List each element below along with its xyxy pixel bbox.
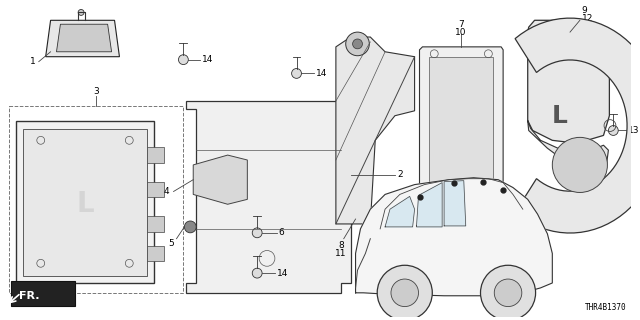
- Polygon shape: [45, 20, 120, 57]
- Circle shape: [292, 68, 301, 78]
- Polygon shape: [528, 121, 609, 172]
- Circle shape: [252, 268, 262, 278]
- Circle shape: [252, 228, 262, 238]
- Polygon shape: [16, 121, 154, 283]
- Circle shape: [353, 39, 362, 49]
- Circle shape: [481, 265, 536, 320]
- Text: 4: 4: [164, 187, 170, 196]
- Text: 11: 11: [335, 249, 346, 258]
- Circle shape: [184, 221, 196, 233]
- Polygon shape: [23, 129, 147, 276]
- Text: 14: 14: [316, 69, 328, 78]
- Text: 6: 6: [279, 228, 285, 237]
- Text: 9: 9: [582, 6, 588, 15]
- Text: 12: 12: [582, 14, 593, 23]
- Polygon shape: [515, 18, 640, 233]
- Polygon shape: [444, 181, 466, 226]
- Text: 2: 2: [397, 170, 403, 179]
- Polygon shape: [356, 178, 552, 296]
- Polygon shape: [147, 147, 164, 163]
- Text: 8: 8: [338, 241, 344, 250]
- Text: 7: 7: [458, 20, 464, 29]
- Polygon shape: [147, 182, 164, 197]
- Circle shape: [377, 265, 432, 320]
- Polygon shape: [193, 155, 247, 204]
- Circle shape: [494, 279, 522, 307]
- Circle shape: [391, 279, 419, 307]
- Text: FR.: FR.: [19, 291, 40, 301]
- Polygon shape: [429, 57, 493, 195]
- Polygon shape: [336, 37, 415, 224]
- Polygon shape: [12, 281, 75, 306]
- Polygon shape: [147, 245, 164, 261]
- Text: 3: 3: [93, 87, 99, 96]
- Polygon shape: [186, 101, 351, 293]
- Circle shape: [609, 125, 618, 135]
- Text: L: L: [552, 104, 568, 128]
- Text: 13: 13: [628, 126, 639, 135]
- Text: 14: 14: [202, 55, 214, 64]
- Circle shape: [552, 137, 607, 192]
- Text: THR4B1370: THR4B1370: [584, 303, 626, 313]
- Circle shape: [78, 10, 84, 15]
- Polygon shape: [417, 183, 442, 227]
- Text: 1: 1: [30, 57, 36, 66]
- Text: 5: 5: [169, 239, 175, 248]
- Polygon shape: [419, 47, 503, 204]
- Text: 14: 14: [277, 268, 288, 278]
- Circle shape: [346, 32, 369, 56]
- Text: L: L: [76, 190, 94, 218]
- Polygon shape: [385, 196, 415, 227]
- Polygon shape: [56, 24, 111, 52]
- Text: 10: 10: [455, 28, 467, 36]
- Polygon shape: [528, 20, 609, 143]
- Circle shape: [179, 55, 188, 65]
- Polygon shape: [147, 216, 164, 232]
